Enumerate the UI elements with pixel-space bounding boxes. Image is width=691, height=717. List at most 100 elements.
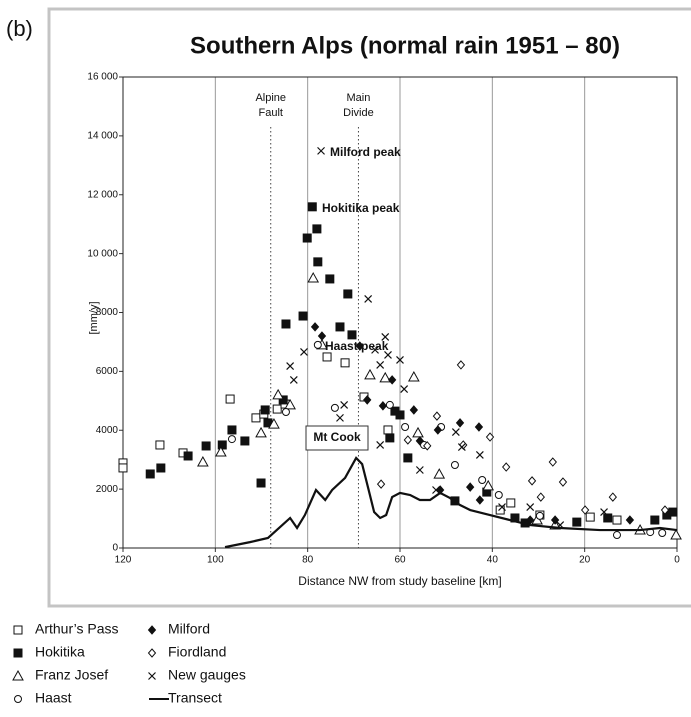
reference-label: Fault (258, 107, 282, 119)
point (240, 436, 250, 446)
point (347, 330, 357, 340)
point (317, 146, 325, 155)
reference-label: Divide (343, 107, 374, 119)
x-tick-label: 40 (487, 555, 499, 566)
point (272, 404, 282, 414)
point (474, 422, 484, 432)
x-tick-label: 100 (207, 555, 224, 566)
point (300, 348, 308, 356)
point (256, 478, 266, 488)
x-tick-label: 80 (302, 555, 314, 566)
point (608, 492, 617, 502)
chart-title: Southern Alps (normal rain 1951 – 80) (190, 32, 620, 59)
point (379, 371, 392, 383)
point (317, 331, 327, 341)
point (281, 319, 291, 329)
point (433, 468, 446, 479)
y-tick-label: 6000 (96, 366, 119, 377)
point (313, 257, 323, 267)
point (286, 362, 295, 371)
y-tick-label: 16 000 (87, 72, 118, 83)
frame (47, 7, 691, 608)
point (432, 486, 440, 494)
point (381, 333, 390, 341)
point (227, 435, 236, 444)
panel-label: (b) (6, 16, 33, 41)
point (268, 418, 280, 429)
legend-item: Haast (14, 690, 72, 706)
point (217, 440, 227, 450)
x-tick-label: 60 (394, 555, 406, 566)
point (371, 345, 379, 354)
annotation-box (305, 425, 369, 451)
legend-item: New gauges (148, 667, 246, 683)
point (403, 453, 413, 463)
point (527, 476, 537, 486)
point (498, 503, 506, 512)
y-tick-label: 8000 (96, 307, 119, 318)
point (475, 495, 485, 505)
point (155, 440, 165, 450)
point (307, 202, 317, 212)
point (281, 407, 290, 416)
point (255, 426, 267, 438)
point (272, 388, 284, 400)
legend-item: Milford (147, 621, 210, 637)
legend-label: Transect (168, 690, 222, 706)
point (415, 436, 425, 446)
y-tick-label: 2000 (96, 484, 119, 495)
point (450, 460, 459, 469)
point (364, 295, 373, 303)
legend-item: Transect (149, 690, 222, 706)
x-tick-label: 0 (674, 555, 680, 566)
y-tick-label: 14 000 (87, 131, 118, 142)
point (401, 423, 410, 432)
point (455, 418, 465, 428)
point (548, 457, 557, 467)
point (325, 274, 335, 284)
point (658, 528, 667, 537)
point (395, 410, 405, 420)
point (225, 394, 235, 404)
point (335, 322, 345, 332)
point (260, 405, 270, 415)
point (201, 441, 211, 451)
legend-label: Franz Josef (35, 667, 108, 683)
reference-label: Main (347, 92, 371, 104)
point (156, 463, 166, 473)
point (612, 515, 622, 525)
legend-marker (13, 648, 23, 658)
point (409, 405, 419, 415)
legend-label: Fiordland (168, 644, 226, 660)
point (558, 477, 568, 487)
x-tick-label: 20 (579, 555, 591, 566)
point (400, 385, 409, 393)
point (197, 456, 209, 467)
plot-area (122, 76, 678, 549)
point (502, 462, 511, 472)
transect-line (224, 456, 678, 549)
legend-marker (147, 625, 157, 635)
point (355, 341, 364, 351)
point (451, 428, 460, 436)
point (457, 443, 466, 451)
point (412, 426, 424, 438)
point (494, 491, 503, 500)
point (284, 398, 296, 410)
legend-item: Arthur’s Pass (13, 621, 119, 637)
point (585, 512, 595, 522)
point (478, 475, 487, 484)
point (340, 358, 350, 368)
y-axis-label: [mm/y] (88, 302, 100, 335)
y-tick-label: 12 000 (87, 189, 118, 200)
reference-label: Alpine (255, 92, 286, 104)
legend-item: Fiordland (147, 644, 226, 660)
point (466, 482, 475, 492)
point (660, 505, 670, 515)
point (423, 441, 432, 451)
point (278, 395, 288, 405)
annotation: Haast peak (325, 339, 389, 353)
point (336, 413, 344, 422)
legend-marker (14, 695, 22, 703)
legend-label: Milford (168, 621, 210, 637)
